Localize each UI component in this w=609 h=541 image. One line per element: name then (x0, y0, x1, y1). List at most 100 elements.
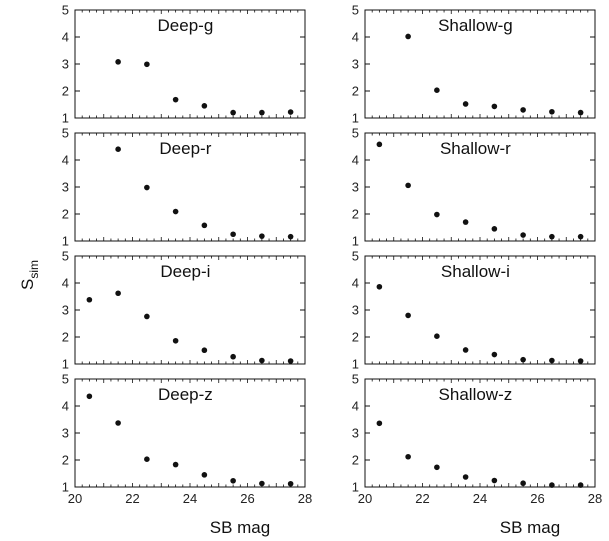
y-tick-label: 1 (352, 111, 359, 126)
y-tick-label: 2 (62, 207, 69, 222)
y-tick-label: 1 (352, 357, 359, 372)
data-point (376, 141, 383, 148)
y-tick-label: 1 (352, 234, 359, 249)
data-point (201, 347, 208, 354)
y-tick-label: 4 (62, 399, 69, 414)
data-point (287, 480, 294, 487)
data-point (549, 108, 555, 115)
data-point (230, 353, 236, 360)
data-point (86, 296, 93, 303)
y-tick-label: 2 (352, 330, 359, 345)
data-point (144, 456, 150, 462)
chart-panel-shallow-r: 1 2 3 4 5 Shallow-r (352, 126, 596, 249)
data-point (405, 33, 411, 40)
data-point (405, 453, 411, 460)
y-tick-label: 5 (62, 372, 69, 387)
y-tick-label: 5 (352, 3, 359, 18)
y-tick-label: 1 (62, 111, 69, 126)
y-tick-label: 3 (352, 426, 359, 441)
data-point (577, 358, 584, 364)
y-tick-label: 5 (62, 3, 69, 18)
y-tick-label: 4 (62, 276, 69, 291)
data-point (115, 420, 121, 426)
panel-label: Shallow-g (438, 16, 513, 35)
data-point (434, 464, 440, 471)
y-tick-label: 1 (62, 480, 69, 495)
chart-panel-deep-i: 1 2 3 4 5 Deep-i (62, 249, 306, 372)
y-tick-label: 2 (62, 84, 69, 99)
panel-label: Deep-g (158, 16, 214, 35)
data-point (259, 357, 265, 364)
y-tick-label: 2 (62, 330, 69, 345)
y-tick-label: 3 (352, 180, 359, 195)
data-point (201, 222, 208, 229)
data-point (144, 61, 150, 68)
data-point (172, 461, 179, 468)
data-point (287, 233, 294, 240)
data-point (259, 109, 265, 116)
panel-label: Shallow-r (440, 139, 511, 158)
panel-label: Deep-z (158, 385, 213, 404)
y-tick-label: 3 (352, 57, 359, 72)
data-point (520, 107, 526, 113)
chart-panel-shallow-i: 1 2 3 4 5 Shallow-i (352, 249, 596, 372)
y-tick-label: 5 (62, 249, 69, 264)
x-tick-label: 22 (125, 491, 139, 506)
data-point (115, 146, 121, 152)
data-point (172, 337, 179, 344)
data-point (376, 420, 383, 427)
data-point (491, 477, 498, 484)
y-tick-label: 2 (352, 84, 359, 99)
data-point (115, 59, 121, 65)
data-point (434, 211, 440, 218)
x-tick-label: 24 (183, 491, 197, 506)
x-tick-label: 26 (240, 491, 254, 506)
data-point (549, 482, 555, 488)
data-point (405, 312, 411, 319)
chart-panel-shallow-z: 1 2 3 4 5 20 22 24 26 28 Shallow-z (352, 372, 602, 507)
y-tick-label: 1 (352, 480, 359, 495)
data-point (491, 226, 498, 232)
chart-panel-deep-g: 1 2 3 4 5 Deep-g (62, 3, 306, 126)
y-tick-label: 4 (352, 276, 359, 291)
x-axis-title-left: SB mag (210, 518, 270, 537)
data-point (86, 393, 93, 400)
data-point (520, 356, 526, 363)
data-point (259, 480, 265, 487)
panel-label: Shallow-z (439, 385, 513, 404)
data-point (405, 182, 411, 189)
y-tick-label: 3 (62, 426, 69, 441)
y-tick-label: 4 (62, 153, 69, 168)
data-point (577, 233, 584, 240)
data-point (577, 109, 584, 116)
x-axis-title-right: SB mag (500, 518, 560, 537)
data-point (520, 232, 526, 238)
chart-panel-deep-r: 1 2 3 4 5 Deep-r (62, 126, 306, 249)
y-tick-label: 4 (352, 399, 359, 414)
y-tick-label: 1 (62, 234, 69, 249)
data-point (549, 233, 555, 240)
data-point (434, 333, 440, 339)
data-point (287, 358, 294, 364)
y-tick-label: 4 (352, 30, 359, 45)
y-tick-label: 2 (352, 207, 359, 222)
panel-label: Deep-i (160, 262, 210, 281)
x-tick-label: 20 (68, 491, 82, 506)
data-point (520, 480, 526, 487)
y-tick-label: 5 (62, 126, 69, 141)
x-tick-label: 24 (473, 491, 487, 506)
data-point (287, 109, 294, 115)
x-tick-label: 22 (415, 491, 429, 506)
y-tick-label: 5 (352, 372, 359, 387)
x-tick-label: 28 (588, 491, 602, 506)
chart-panel-deep-z: 1 2 3 4 5 20 22 24 26 28 Deep-z (62, 372, 312, 507)
data-point (376, 283, 383, 290)
y-tick-label: 2 (352, 453, 359, 468)
y-tick-label: 3 (62, 57, 69, 72)
data-point (201, 103, 208, 109)
y-tick-label: 1 (62, 357, 69, 372)
data-point (434, 87, 440, 93)
chart-panel-shallow-g: 1 2 3 4 5 Shallow-g (352, 3, 596, 126)
data-point (115, 290, 121, 297)
data-point (201, 472, 208, 478)
